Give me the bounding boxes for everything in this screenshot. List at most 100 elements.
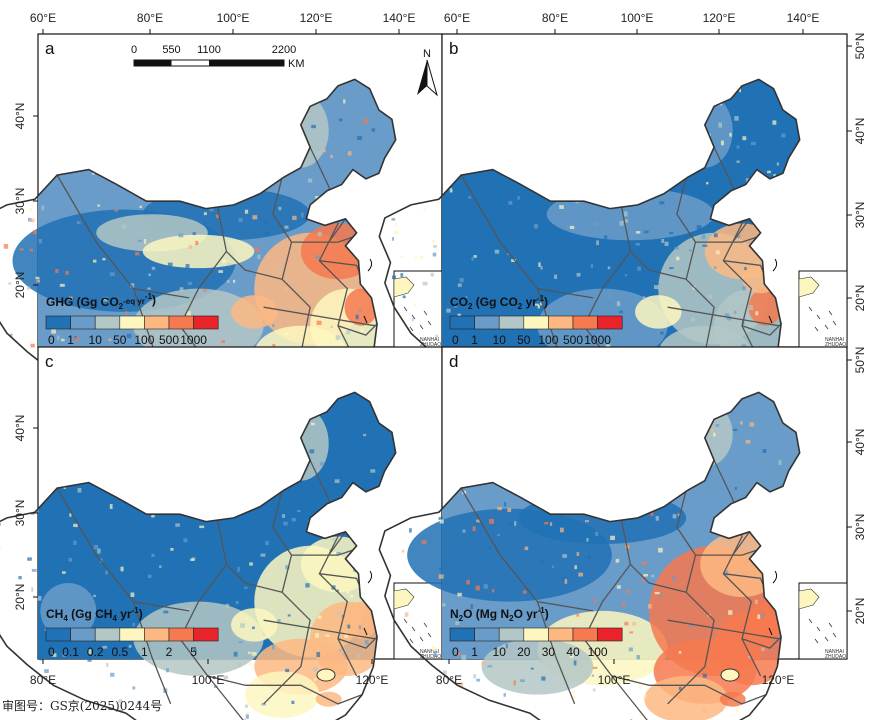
raster-pixel — [182, 554, 186, 558]
raster-pixel — [332, 453, 336, 458]
raster-pixel — [503, 501, 507, 507]
raster-pixel — [284, 286, 288, 291]
raster-pixel — [748, 476, 751, 481]
raster-pixel — [448, 195, 452, 201]
legend-swatch — [474, 627, 500, 642]
legend-swatch — [94, 627, 121, 642]
island-mark — [363, 315, 368, 324]
raster-pixel — [742, 136, 747, 141]
raster-pixel — [562, 554, 567, 558]
raster-pixel — [539, 302, 543, 306]
raster-pixel — [669, 232, 674, 235]
raster-pixel — [126, 333, 132, 339]
raster-pixel — [748, 305, 753, 311]
raster-pixel — [260, 553, 266, 557]
raster-pixel — [37, 595, 42, 601]
legend-swatch — [572, 315, 598, 330]
bottom-lon-label: 120°E — [356, 673, 389, 687]
raster-pixel — [128, 644, 132, 648]
raster-pixel — [237, 662, 242, 668]
raster-pixel — [193, 648, 197, 652]
legend-label: 0 — [452, 333, 459, 347]
raster-pixel — [732, 428, 738, 431]
raster-pixel — [780, 705, 785, 709]
raster-pixel — [92, 614, 97, 617]
raster-pixel — [483, 584, 488, 589]
raster-pixel — [245, 714, 249, 719]
raster-pixel — [190, 558, 195, 562]
raster-pixel — [539, 657, 543, 663]
raster-pixel — [187, 281, 193, 286]
raster-pixel — [562, 576, 565, 581]
raster-pixel — [540, 560, 544, 564]
raster-pixel — [492, 589, 495, 593]
raster-pixel — [423, 207, 426, 211]
inset-dash — [427, 320, 432, 326]
raster-pixel — [761, 647, 765, 652]
bottom-lon-label: 80°E — [436, 673, 462, 687]
raster-pixel — [235, 600, 239, 605]
raster-pixel — [281, 491, 287, 494]
legend-swatch — [449, 315, 475, 330]
raster-pixel — [702, 244, 708, 247]
raster-pixel — [442, 603, 446, 607]
raster-pixel — [476, 678, 481, 682]
province-boundary — [460, 174, 594, 299]
scale-bar-label: 550 — [162, 44, 180, 56]
inset-label-line1: NANHAI — [825, 337, 844, 343]
raster-pixel — [167, 262, 173, 267]
raster-pixel — [482, 217, 487, 223]
raster-pixel — [413, 303, 416, 307]
inset-dash — [411, 314, 416, 320]
raster-pixel — [520, 679, 525, 683]
raster-pixel — [52, 653, 57, 657]
raster-pixel — [175, 523, 180, 527]
raster-pixel — [31, 568, 37, 572]
raster-region — [245, 671, 320, 718]
raster-pixel — [690, 317, 696, 322]
raster-pixel — [73, 523, 78, 528]
raster-pixel — [109, 504, 113, 509]
raster-pixel — [657, 331, 660, 335]
raster-pixel — [439, 519, 444, 524]
raster-pixel — [689, 249, 692, 252]
raster-pixel — [767, 170, 771, 174]
raster-pixel — [331, 538, 336, 541]
raster-pixel — [74, 337, 79, 342]
raster-pixel — [544, 522, 549, 525]
bottom-lon-label: 120°E — [762, 673, 795, 687]
legend-swatch — [119, 315, 145, 330]
raster-pixel — [225, 603, 230, 609]
island-mark — [367, 258, 373, 272]
inset-coast — [798, 588, 820, 610]
island-mark — [772, 570, 778, 584]
raster-pixel — [736, 160, 740, 163]
raster-pixel — [186, 311, 191, 317]
right-lat-label: 50°N — [853, 347, 867, 374]
raster-pixel — [165, 668, 169, 673]
raster-pixel — [674, 247, 680, 250]
left-lat-label: 40°N — [13, 415, 27, 442]
raster-pixel — [624, 211, 628, 217]
raster-pixel — [587, 555, 591, 559]
province-boundary — [629, 563, 687, 593]
raster-pixel — [744, 267, 747, 271]
raster-pixel — [701, 234, 706, 239]
raster-pixel — [635, 242, 640, 246]
province-boundary — [309, 459, 358, 677]
raster-pixel — [278, 264, 281, 270]
raster-pixel — [27, 557, 32, 561]
panel-letter-c: c — [45, 352, 54, 371]
top-lon-label: 80°E — [137, 11, 163, 25]
raster-pixel — [446, 308, 451, 313]
raster-pixel — [432, 252, 437, 257]
inset-dash — [403, 618, 408, 624]
legend-label: 50 — [517, 333, 531, 347]
raster-pixel — [705, 182, 709, 185]
scale-bar: 0 550 1100 2200 KM — [131, 44, 305, 70]
raster-pixel — [659, 622, 662, 628]
raster-pixel — [724, 586, 727, 590]
raster-pixel — [185, 607, 190, 611]
province-boundary — [732, 531, 750, 556]
raster-pixel — [317, 615, 322, 619]
